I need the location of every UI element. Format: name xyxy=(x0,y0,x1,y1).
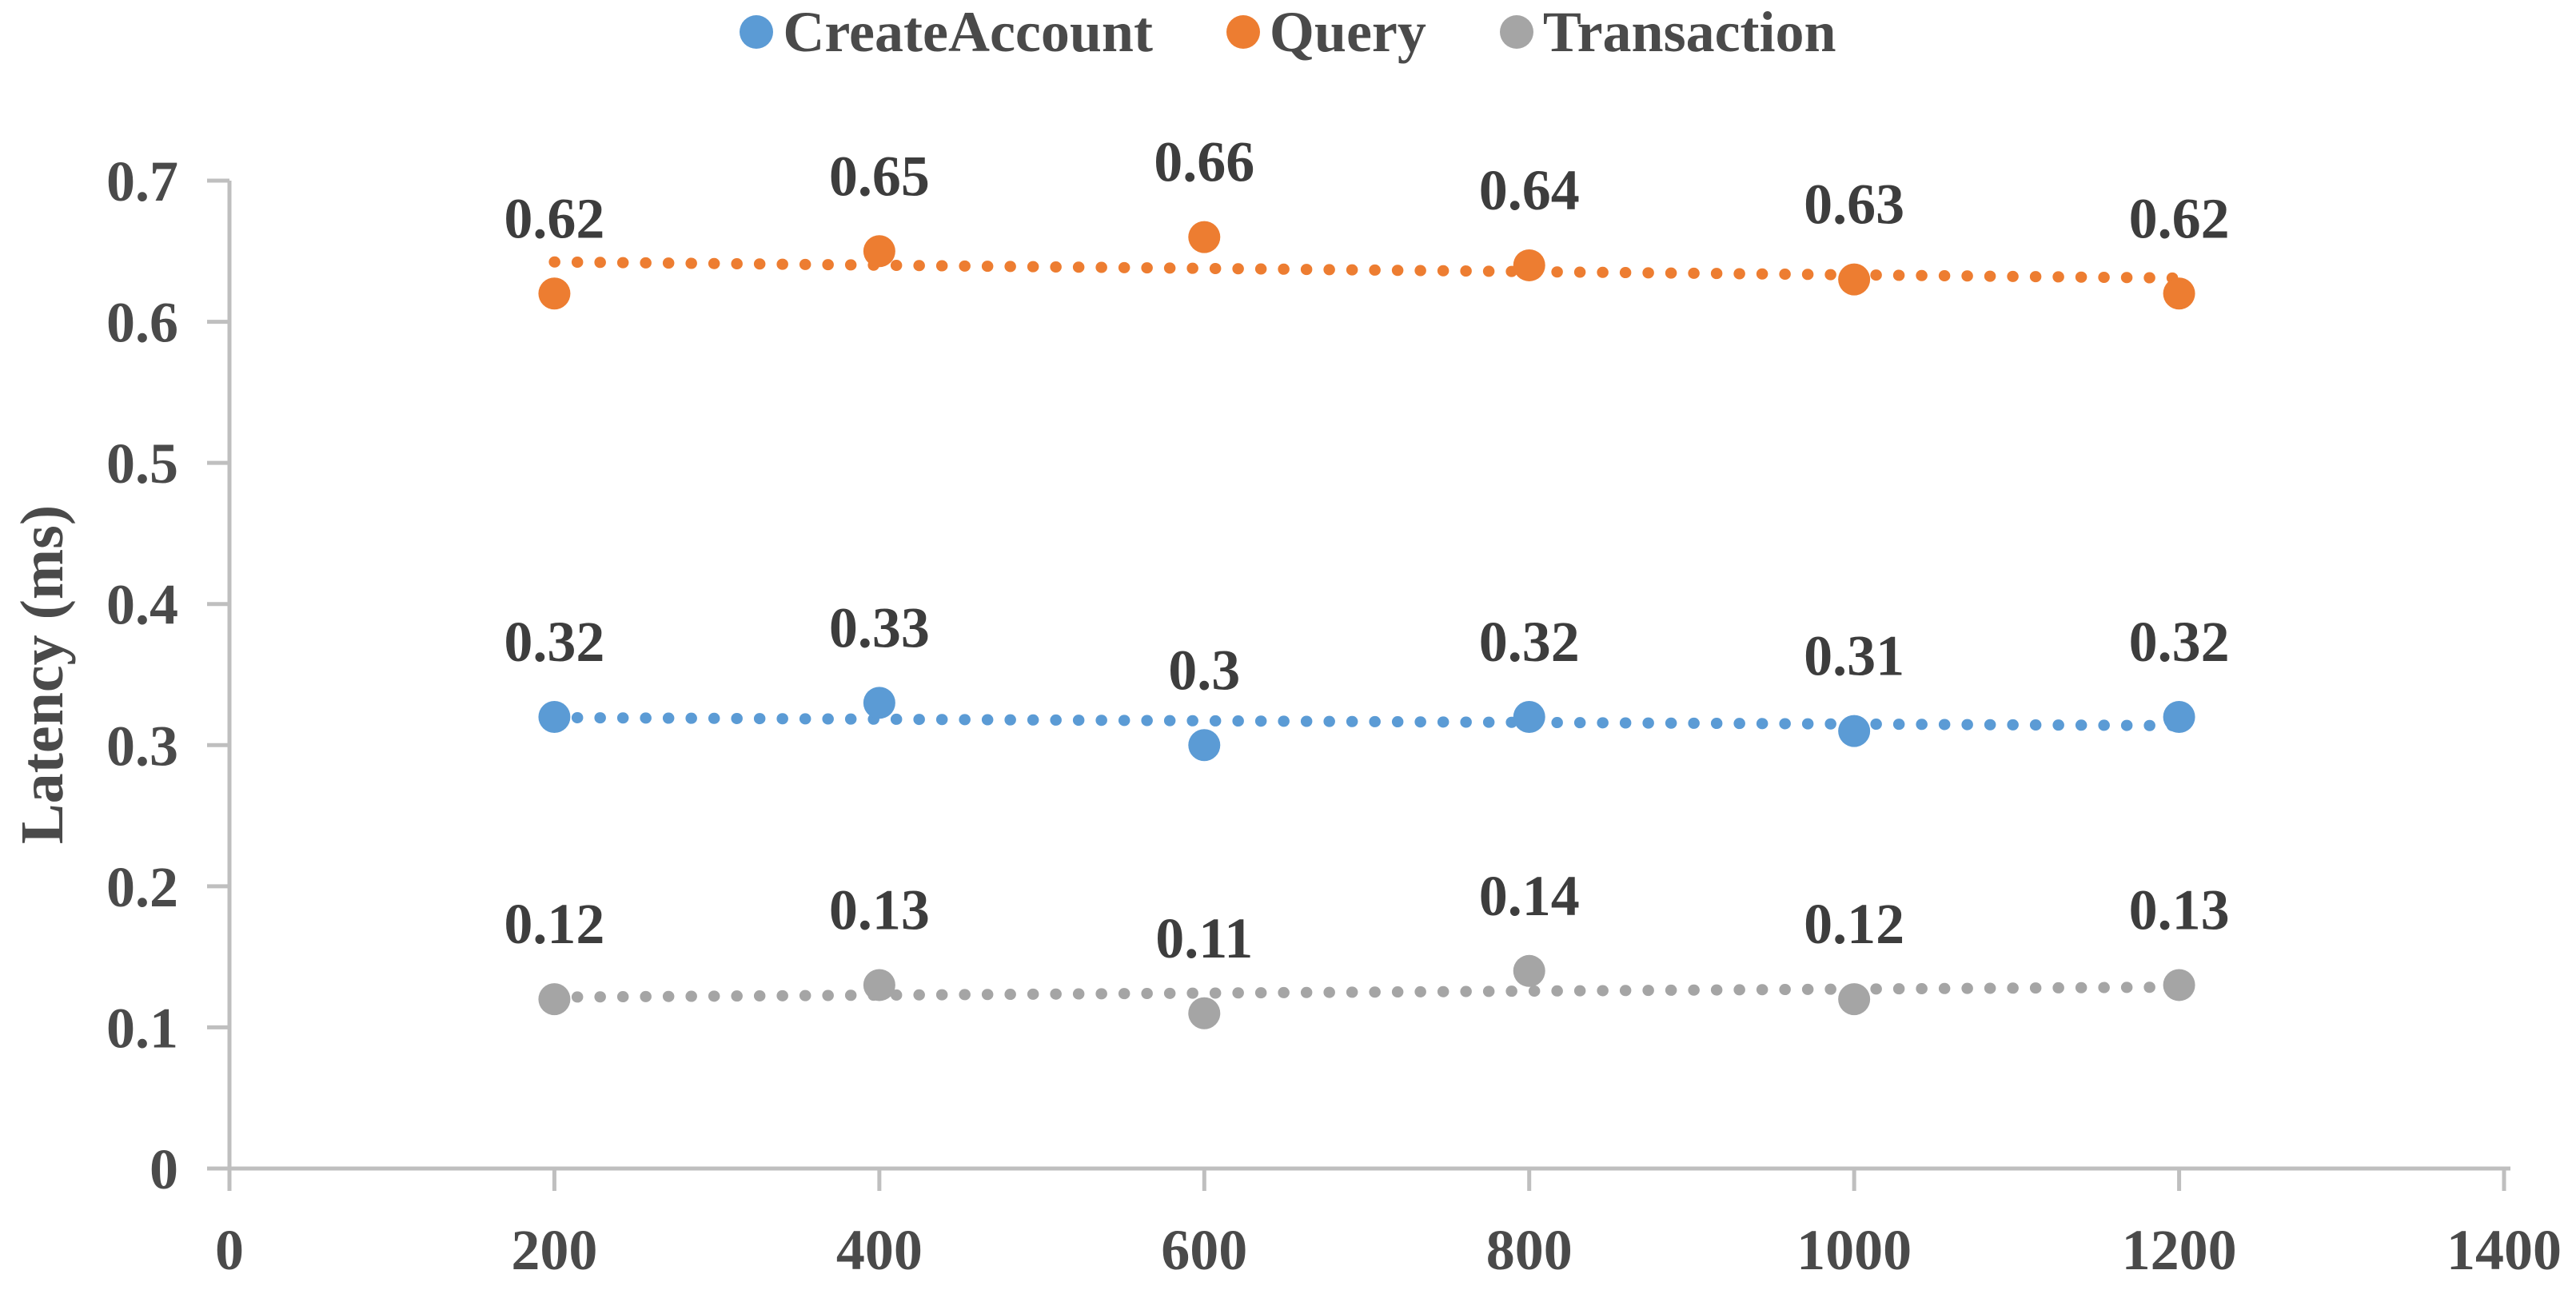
data-label-query: 0.64 xyxy=(1479,158,1580,222)
data-label-query: 0.62 xyxy=(504,186,604,250)
data-point-query xyxy=(1838,263,1871,296)
trendline-createaccount xyxy=(548,711,2185,731)
data-point-createaccount xyxy=(1188,729,1221,762)
x-tick-label: 1400 xyxy=(2446,1218,2562,1282)
data-label-query: 0.66 xyxy=(1154,130,1254,194)
data-point-createaccount xyxy=(2163,700,2195,733)
legend-item-transaction: Transaction xyxy=(1499,0,1836,64)
data-point-createaccount xyxy=(1838,715,1871,747)
data-label-createaccount: 0.3 xyxy=(1168,638,1240,702)
legend-label: Transaction xyxy=(1542,0,1836,64)
data-label-createaccount: 0.32 xyxy=(504,610,604,674)
y-tick-label: 0.4 xyxy=(106,573,178,637)
data-point-query xyxy=(538,277,571,310)
trendline-query xyxy=(548,256,2185,284)
data-label-query: 0.62 xyxy=(2129,186,2230,250)
data-label-transaction: 0.13 xyxy=(2129,878,2230,942)
y-tick-label: 0.1 xyxy=(106,996,178,1060)
data-label-query: 0.65 xyxy=(829,144,930,208)
legend-marker-icon xyxy=(1226,15,1260,49)
x-tick-label: 1000 xyxy=(1796,1218,1912,1282)
y-tick-label: 0.2 xyxy=(106,855,178,919)
data-point-transaction xyxy=(863,969,895,1001)
data-point-transaction xyxy=(1188,997,1221,1029)
data-label-query: 0.63 xyxy=(1804,173,1904,237)
data-point-query xyxy=(863,235,895,268)
legend-label: Query xyxy=(1269,0,1426,64)
data-point-transaction xyxy=(1513,954,1545,987)
data-label-transaction: 0.14 xyxy=(1479,864,1580,928)
legend-marker-icon xyxy=(1499,15,1533,49)
x-tick-label: 800 xyxy=(1486,1218,1573,1282)
data-label-transaction: 0.13 xyxy=(829,878,930,942)
data-label-createaccount: 0.32 xyxy=(1479,610,1580,674)
data-label-createaccount: 0.33 xyxy=(829,595,930,659)
data-point-transaction xyxy=(2163,969,2195,1001)
legend-marker-icon xyxy=(740,15,774,49)
x-tick-label: 600 xyxy=(1161,1218,1247,1282)
y-tick-label: 0.3 xyxy=(106,714,178,778)
data-label-createaccount: 0.32 xyxy=(2129,610,2230,674)
data-point-createaccount xyxy=(863,687,895,719)
legend-item-query: Query xyxy=(1226,3,1426,61)
data-label-transaction: 0.12 xyxy=(504,892,604,956)
y-axis-title: Latency (ms) xyxy=(9,505,76,844)
data-label-transaction: 0.12 xyxy=(1804,892,1904,956)
legend-item-createaccount: CreateAccount xyxy=(740,3,1153,61)
data-point-query xyxy=(2163,277,2195,310)
data-label-createaccount: 0.31 xyxy=(1804,624,1904,688)
legend-label: CreateAccount xyxy=(783,0,1153,64)
x-tick-label: 400 xyxy=(836,1218,923,1282)
y-tick-label: 0 xyxy=(150,1137,178,1201)
y-tick-label: 0.6 xyxy=(106,291,178,355)
data-point-createaccount xyxy=(1513,700,1545,733)
trendline-transaction xyxy=(548,981,2185,1003)
x-tick-label: 1200 xyxy=(2122,1218,2237,1282)
x-tick-label: 0 xyxy=(215,1218,244,1282)
data-point-query xyxy=(1513,249,1545,281)
x-tick-label: 200 xyxy=(511,1218,597,1282)
data-point-transaction xyxy=(1838,983,1871,1016)
chart-legend: CreateAccount Query Transaction xyxy=(0,3,2576,61)
y-tick-label: 0.7 xyxy=(106,149,178,213)
data-point-createaccount xyxy=(538,700,571,733)
data-label-transaction: 0.11 xyxy=(1155,906,1253,970)
y-tick-label: 0.5 xyxy=(106,432,178,496)
data-point-transaction xyxy=(538,983,571,1016)
data-point-query xyxy=(1188,221,1221,253)
